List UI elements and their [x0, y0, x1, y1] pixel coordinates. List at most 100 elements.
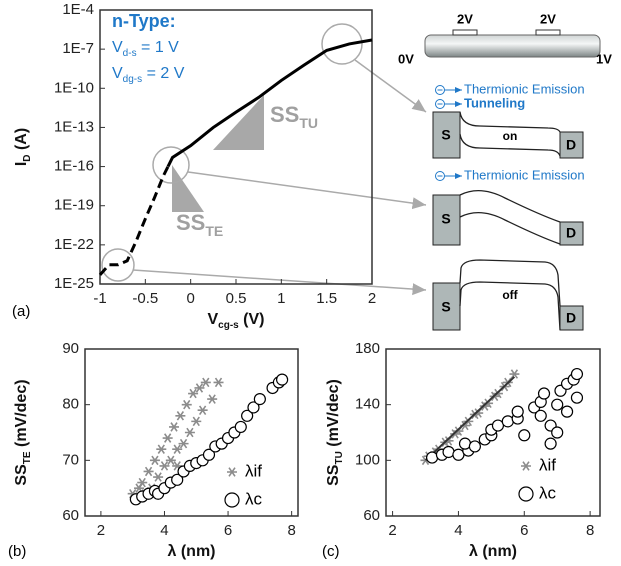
star-marker	[200, 377, 211, 388]
annotation: Vdg-s = 2 V	[112, 65, 185, 85]
circle-marker	[241, 409, 254, 422]
y-axis-label-part: (mV/dec)	[325, 379, 342, 451]
annotation-part: = 1 V	[137, 39, 180, 56]
star-marker	[194, 383, 205, 393]
y-tick-label: 1E-7	[62, 40, 94, 57]
star-marker	[213, 377, 224, 388]
annotation-part: TU	[299, 115, 318, 131]
annotation-part: V	[112, 39, 123, 56]
y-tick-label: 180	[355, 340, 380, 357]
star-marker	[172, 444, 183, 454]
panel-label: (c)	[322, 543, 340, 560]
legend-label: λc	[539, 483, 557, 502]
plot-frame	[84, 348, 299, 517]
annotation: SSTE	[176, 210, 223, 239]
x-axis-label-part: cg-s	[218, 320, 239, 331]
circle-marker	[551, 398, 564, 411]
x-tick-label: 4	[454, 522, 462, 539]
terminal-label: 0V	[398, 51, 414, 66]
pointer-arrow	[354, 59, 427, 113]
circle-marker	[544, 437, 557, 450]
annotation-part: TE	[205, 223, 223, 239]
y-axis-label-part: TU	[334, 451, 345, 464]
y-axis-label-part: I	[13, 162, 30, 166]
annotation: Vd-s = 1 V	[112, 39, 179, 59]
label: Tunneling	[464, 95, 525, 110]
annotation-part: = 2 V	[142, 65, 185, 82]
star-marker	[159, 461, 170, 471]
x-tick-label: 8	[586, 522, 594, 539]
circle-marker	[171, 473, 184, 486]
label: off	[502, 288, 518, 302]
legend-marker	[224, 492, 240, 508]
x-axis-label-part: V	[207, 311, 218, 328]
highlight-circle	[101, 248, 135, 282]
circle-marker	[570, 391, 584, 404]
legend-marker	[227, 467, 237, 477]
star-marker	[143, 466, 154, 477]
legend-label: λc	[245, 489, 263, 508]
x-tick-label: 2	[97, 522, 105, 539]
gate-label: 2V	[457, 11, 473, 26]
legend-label: λif	[539, 455, 556, 474]
x-axis-label-part: λ (nm)	[168, 543, 216, 560]
x-tick-label: 0.5	[226, 290, 247, 307]
circle-marker	[458, 437, 472, 450]
x-tick-label: 1.5	[316, 290, 337, 307]
y-tick-label: 60	[363, 507, 380, 524]
y-tick-label: 140	[355, 396, 380, 413]
circle-marker	[202, 448, 216, 461]
x-tick-label: -1	[93, 290, 106, 307]
y-axis-label: SSTE (mV/dec)	[13, 379, 33, 485]
circle-marker	[511, 405, 524, 418]
circle-marker	[425, 451, 439, 464]
circle-marker	[570, 367, 584, 381]
data-line	[424, 376, 516, 462]
highlight-circle	[152, 146, 190, 184]
plot-frame	[385, 348, 601, 517]
circle-marker	[247, 401, 260, 414]
annotation: SSTU	[270, 102, 318, 131]
ss-tu-triangle	[213, 95, 264, 150]
x-axis-label-part: λ (nm)	[469, 543, 517, 560]
star-marker	[175, 411, 186, 421]
star-marker	[178, 438, 189, 449]
x-tick-label: 1	[277, 290, 285, 307]
star-marker	[137, 477, 148, 488]
circle-marker	[442, 445, 455, 459]
band-diagram-on: Thermionic Emission Tunneling S D on	[432, 81, 585, 159]
label: Thermionic Emission	[464, 167, 585, 182]
nanowire	[424, 34, 601, 58]
y-axis-label-part: TE	[22, 451, 33, 464]
star-marker	[191, 416, 202, 427]
circle-marker	[468, 440, 481, 453]
circle-marker	[234, 420, 247, 434]
x-tick-label: 8	[287, 522, 295, 539]
x-tick-label: 4	[160, 522, 168, 539]
x-tick-label: 2	[368, 290, 376, 307]
y-tick-label: 100	[355, 451, 380, 468]
y-axis-label-part: (mV/dec)	[13, 379, 30, 451]
star-marker	[184, 427, 195, 438]
label: Thermionic Emission	[464, 81, 585, 96]
y-tick-label: 90	[62, 340, 79, 357]
pointer-arrow	[132, 269, 427, 296]
circle-marker	[551, 426, 564, 439]
annotation-part: V	[112, 65, 123, 82]
gate	[535, 29, 561, 36]
label: S	[441, 299, 450, 315]
panel-label: (a)	[12, 303, 30, 320]
star-marker	[156, 444, 167, 454]
star-marker	[149, 455, 160, 466]
band-diagram-mid: Thermionic Emission S D	[432, 167, 585, 246]
annotation-part: d-s	[123, 48, 137, 59]
y-tick-label: 1E-19	[54, 197, 94, 214]
annotation-part: SS	[270, 102, 299, 127]
annotation-part: SS	[176, 210, 205, 235]
star-marker	[509, 369, 520, 379]
panel-label: (b)	[8, 543, 26, 560]
x-axis-label: λ (nm)	[168, 543, 216, 560]
y-axis-label: ID (A)	[13, 128, 33, 166]
pointer-arrow	[187, 171, 427, 210]
